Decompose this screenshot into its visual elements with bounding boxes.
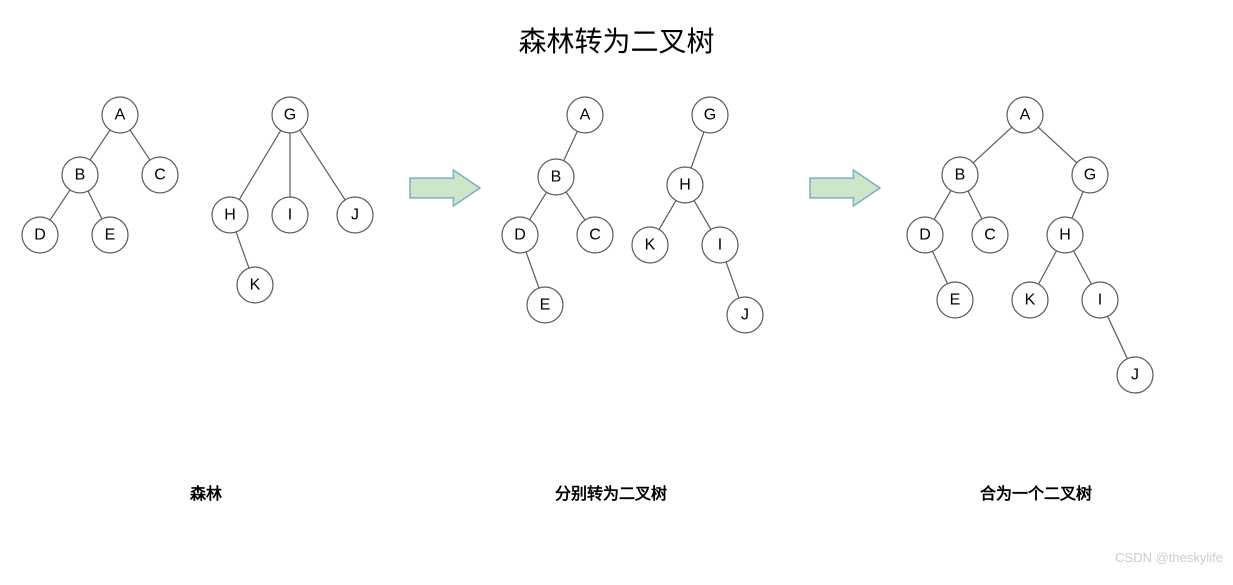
svg-text:I: I [1098, 292, 1102, 309]
svg-text:K: K [645, 237, 656, 254]
svg-text:G: G [704, 107, 716, 124]
svg-text:C: C [589, 227, 601, 244]
svg-text:D: D [514, 227, 526, 244]
svg-text:H: H [224, 207, 236, 224]
svg-text:B: B [75, 167, 86, 184]
svg-text:K: K [1025, 292, 1036, 309]
svg-text:E: E [950, 292, 961, 309]
svg-text:I: I [288, 207, 292, 224]
caption-converted: 分别转为二叉树 [555, 480, 667, 504]
svg-text:E: E [540, 297, 551, 314]
caption-forest: 森林 [190, 480, 222, 504]
svg-text:E: E [105, 227, 116, 244]
svg-text:J: J [1131, 367, 1139, 384]
svg-text:I: I [718, 237, 722, 254]
svg-text:H: H [1059, 227, 1071, 244]
svg-text:B: B [955, 167, 966, 184]
svg-text:H: H [679, 177, 691, 194]
svg-text:A: A [1020, 107, 1031, 124]
svg-text:C: C [154, 167, 166, 184]
svg-text:J: J [741, 307, 749, 324]
tree-diagram-svg: A B C D E G H I J K A B D C E G H K I J A B G D C H E K I J [0, 70, 1233, 470]
svg-text:K: K [250, 277, 261, 294]
svg-text:A: A [115, 107, 126, 124]
svg-text:J: J [351, 207, 359, 224]
main-title: 森林转为二叉树 [0, 20, 1233, 60]
svg-text:B: B [551, 169, 562, 186]
svg-text:D: D [919, 227, 931, 244]
svg-text:D: D [34, 227, 46, 244]
svg-text:A: A [580, 107, 591, 124]
diagram-container: A B C D E G H I J K A B D C E G H K I J A B G D C H E K I J 森林 分别转为二叉… [0, 70, 1233, 570]
svg-text:C: C [984, 227, 996, 244]
svg-text:G: G [284, 107, 296, 124]
watermark: CSDN @theskylife [1115, 550, 1223, 565]
svg-text:G: G [1084, 167, 1096, 184]
caption-merged: 合为一个二叉树 [980, 480, 1092, 504]
